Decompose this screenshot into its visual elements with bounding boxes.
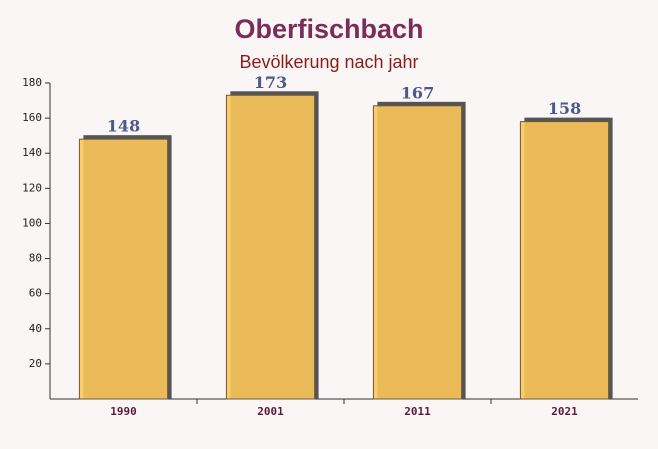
x-tick-label: 1990 [110,405,137,418]
chart-subtitle: Bevölkerung nach jahr [239,52,418,72]
y-tick-label: 60 [29,287,42,300]
y-tick-label: 40 [29,322,42,335]
x-tick-label: 2001 [257,405,284,418]
y-tick-label: 180 [22,76,42,89]
chart-title: Oberfischbach [234,14,423,44]
value-label: 148 [107,117,140,136]
value-label: 167 [401,83,434,102]
y-tick-label: 120 [22,181,42,194]
bar [225,94,316,400]
x-tick-label: 2021 [551,405,578,418]
bar [519,121,610,400]
y-tick-label: 140 [22,146,42,159]
y-tick-label: 20 [29,357,42,370]
y-tick-label: 160 [22,111,42,124]
x-tick-label: 2011 [404,405,431,418]
value-label: 158 [548,99,581,118]
bar [372,105,463,400]
y-tick-label: 100 [22,216,42,229]
y-tick-label: 80 [29,252,42,265]
value-label: 173 [254,73,287,92]
bar [78,138,169,400]
